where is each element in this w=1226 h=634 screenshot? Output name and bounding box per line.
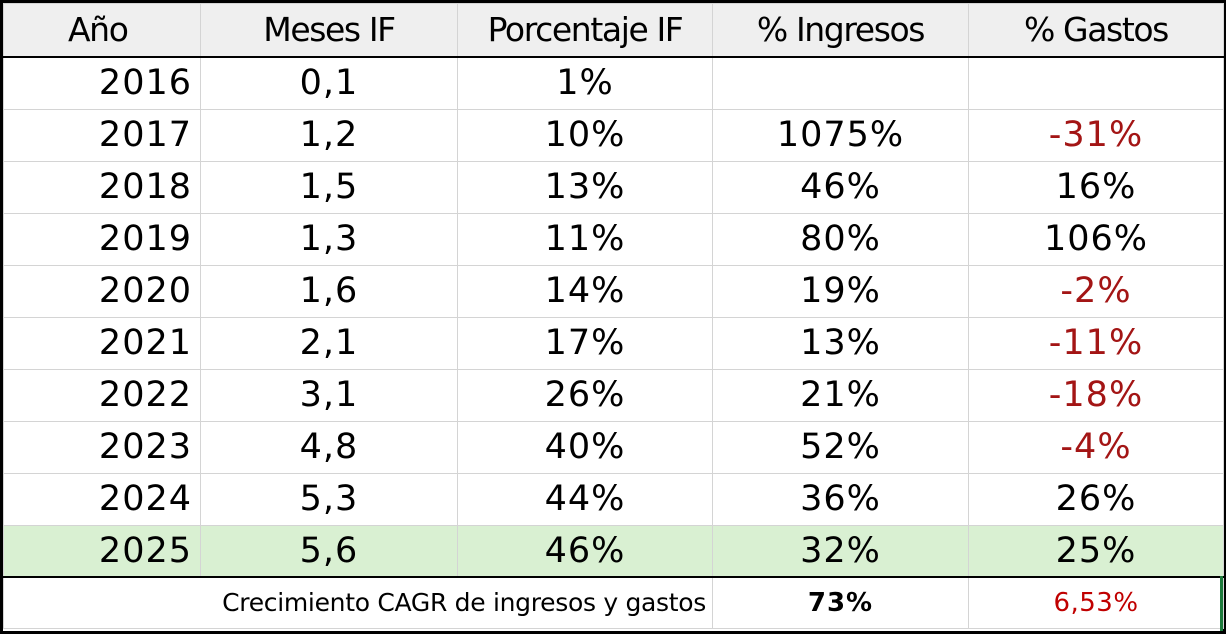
table-row: 2017 1,2 10% 1075% -31% (3, 108, 1224, 162)
cell-months-if[interactable]: 3,1 (200, 368, 458, 422)
cell-income-pct[interactable]: 32% (712, 524, 969, 578)
column-header-expense-pct[interactable]: % Gastos (968, 3, 1224, 58)
cell-year[interactable]: 2024 (3, 472, 201, 526)
cell-months-if[interactable]: 1,2 (200, 108, 458, 162)
cell-expense-pct[interactable]: 16% (968, 160, 1224, 214)
cell-months-if[interactable]: 2,1 (200, 316, 458, 370)
cell-year[interactable]: 2020 (3, 264, 201, 318)
cagr-row: Crecimiento CAGR de ingresos y gastos 73… (3, 576, 1224, 629)
table-row: 2024 5,3 44% 36% 26% (3, 472, 1224, 526)
cell-expense-pct[interactable]: -31% (968, 108, 1224, 162)
cell-percentage-if[interactable]: 40% (457, 420, 713, 474)
cell-percentage-if[interactable]: 13% (457, 160, 713, 214)
cell-percentage-if[interactable]: 14% (457, 264, 713, 318)
cell-income-pct[interactable]: 36% (712, 472, 969, 526)
cell-percentage-if[interactable]: 1% (457, 56, 713, 110)
cell-expense-pct[interactable]: 106% (968, 212, 1224, 266)
cell-months-if[interactable]: 5,6 (200, 524, 458, 578)
cell-expense-pct[interactable] (968, 56, 1224, 110)
cell-expense-pct[interactable]: -18% (968, 368, 1224, 422)
cell-expense-pct[interactable]: -2% (968, 264, 1224, 318)
cagr-expense-cell[interactable]: 6,53% (968, 576, 1224, 629)
table-row: 2019 1,3 11% 80% 106% (3, 212, 1224, 266)
table-row: 2020 1,6 14% 19% -2% (3, 264, 1224, 318)
selection-edge-marker (1220, 576, 1223, 631)
cell-income-pct[interactable]: 19% (712, 264, 969, 318)
cagr-income-cell[interactable]: 73% (712, 576, 969, 629)
cell-income-pct[interactable] (712, 56, 969, 110)
table-body: 2016 0,1 1% 2017 1,2 10% 1075% -31% 2018 1,5 13% 46… (3, 56, 1224, 578)
table-row: 2018 1,5 13% 46% 16% (3, 160, 1224, 214)
spreadsheet-table-container: Año Meses IF Porcentaje IF % Ingresos % … (3, 3, 1224, 631)
cell-income-pct[interactable]: 1075% (712, 108, 969, 162)
cell-percentage-if[interactable]: 10% (457, 108, 713, 162)
cell-income-pct[interactable]: 46% (712, 160, 969, 214)
cell-months-if[interactable]: 1,3 (200, 212, 458, 266)
column-header-income-pct[interactable]: % Ingresos (712, 3, 969, 58)
table-header: Año Meses IF Porcentaje IF % Ingresos % … (3, 3, 1224, 58)
column-header-percentage-if[interactable]: Porcentaje IF (457, 3, 713, 58)
cell-income-pct[interactable]: 80% (712, 212, 969, 266)
cell-year[interactable]: 2023 (3, 420, 201, 474)
cell-year[interactable]: 2025 (3, 524, 201, 578)
table-row: 2021 2,1 17% 13% -11% (3, 316, 1224, 370)
column-header-months-if[interactable]: Meses IF (200, 3, 458, 58)
cell-year[interactable]: 2016 (3, 56, 201, 110)
cell-income-pct[interactable]: 13% (712, 316, 969, 370)
table-footer: Crecimiento CAGR de ingresos y gastos 73… (3, 576, 1224, 629)
cell-income-pct[interactable]: 52% (712, 420, 969, 474)
cell-percentage-if[interactable]: 11% (457, 212, 713, 266)
cell-expense-pct[interactable]: 25% (968, 524, 1224, 578)
cell-months-if[interactable]: 4,8 (200, 420, 458, 474)
cell-expense-pct[interactable]: -11% (968, 316, 1224, 370)
column-header-year[interactable]: Año (3, 3, 201, 58)
cell-expense-pct[interactable]: 26% (968, 472, 1224, 526)
cell-expense-pct[interactable]: -4% (968, 420, 1224, 474)
cell-percentage-if[interactable]: 46% (457, 524, 713, 578)
cell-income-pct[interactable]: 21% (712, 368, 969, 422)
cell-year[interactable]: 2022 (3, 368, 201, 422)
cell-year[interactable]: 2019 (3, 212, 201, 266)
cell-percentage-if[interactable]: 44% (457, 472, 713, 526)
cagr-label-cell[interactable]: Crecimiento CAGR de ingresos y gastos (3, 576, 713, 629)
cell-months-if[interactable]: 1,5 (200, 160, 458, 214)
cell-months-if[interactable]: 0,1 (200, 56, 458, 110)
cell-percentage-if[interactable]: 17% (457, 316, 713, 370)
table-row: 2016 0,1 1% (3, 56, 1224, 110)
cell-months-if[interactable]: 5,3 (200, 472, 458, 526)
cell-year[interactable]: 2017 (3, 108, 201, 162)
cell-months-if[interactable]: 1,6 (200, 264, 458, 318)
cell-year[interactable]: 2018 (3, 160, 201, 214)
table-row: 2022 3,1 26% 21% -18% (3, 368, 1224, 422)
cell-percentage-if[interactable]: 26% (457, 368, 713, 422)
financial-independence-table: Año Meses IF Porcentaje IF % Ingresos % … (3, 3, 1224, 629)
cell-year[interactable]: 2021 (3, 316, 201, 370)
table-row: 2025 5,6 46% 32% 25% (3, 524, 1224, 578)
table-row: 2023 4,8 40% 52% -4% (3, 420, 1224, 474)
header-row: Año Meses IF Porcentaje IF % Ingresos % … (3, 3, 1224, 58)
